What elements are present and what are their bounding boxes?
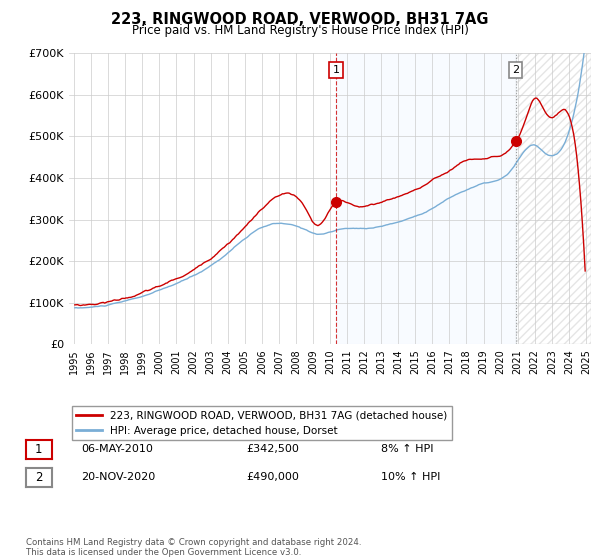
Bar <box>336 53 515 344</box>
Text: Price paid vs. HM Land Registry's House Price Index (HPI): Price paid vs. HM Land Registry's House … <box>131 24 469 37</box>
Text: £490,000: £490,000 <box>246 472 299 482</box>
Text: 2: 2 <box>512 65 519 75</box>
Text: 8% ↑ HPI: 8% ↑ HPI <box>381 444 433 454</box>
Text: 10% ↑ HPI: 10% ↑ HPI <box>381 472 440 482</box>
Text: 1: 1 <box>35 442 43 456</box>
Text: 1: 1 <box>332 65 340 75</box>
Text: £342,500: £342,500 <box>246 444 299 454</box>
Text: 2: 2 <box>35 470 43 484</box>
Legend: 223, RINGWOOD ROAD, VERWOOD, BH31 7AG (detached house), HPI: Average price, deta: 223, RINGWOOD ROAD, VERWOOD, BH31 7AG (d… <box>71 407 452 440</box>
Text: 223, RINGWOOD ROAD, VERWOOD, BH31 7AG: 223, RINGWOOD ROAD, VERWOOD, BH31 7AG <box>111 12 489 27</box>
Text: 06-MAY-2010: 06-MAY-2010 <box>81 444 153 454</box>
Text: 20-NOV-2020: 20-NOV-2020 <box>81 472 155 482</box>
Text: Contains HM Land Registry data © Crown copyright and database right 2024.
This d: Contains HM Land Registry data © Crown c… <box>26 538 361 557</box>
